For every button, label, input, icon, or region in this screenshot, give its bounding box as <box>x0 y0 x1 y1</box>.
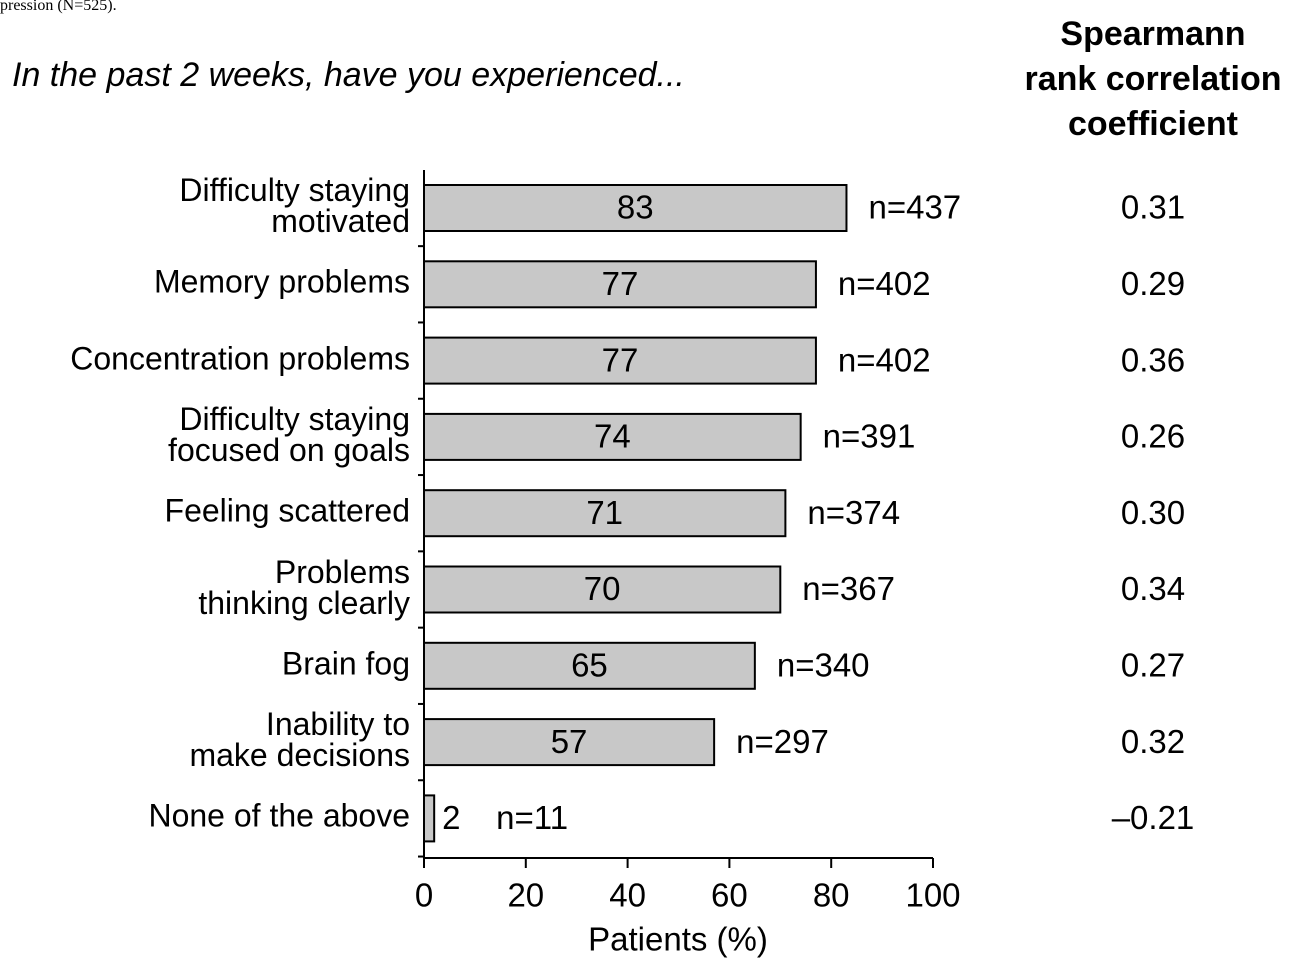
category-label: None of the above <box>148 797 410 834</box>
column-header: Spearmann rank correlation coefficient <box>1024 15 1282 143</box>
count-label: n=374 <box>807 494 900 531</box>
correlation-value: –0.21 <box>1112 799 1195 836</box>
value-label: 83 <box>617 189 654 226</box>
value-label: 74 <box>594 418 631 455</box>
correlation-value: 0.27 <box>1121 647 1185 684</box>
bar <box>423 260 817 309</box>
bar <box>423 489 787 538</box>
correlation-value: 0.29 <box>1121 265 1185 302</box>
value-label: 71 <box>586 494 623 531</box>
bar <box>423 565 782 614</box>
count-label: n=402 <box>838 341 931 378</box>
category-label: Feeling scattered <box>164 492 410 529</box>
count-label: n=402 <box>838 265 931 302</box>
x-tick-label: 20 <box>507 877 544 914</box>
correlation-value: 0.26 <box>1121 418 1185 455</box>
category-label: Problems thinking clearly <box>198 553 410 621</box>
count-label: n=340 <box>777 647 870 684</box>
bar <box>423 184 848 232</box>
x-tick-label: 100 <box>905 877 960 914</box>
value-label: 2 <box>442 799 460 836</box>
value-label: 70 <box>584 570 621 607</box>
count-label: n=297 <box>736 723 829 760</box>
category-label: Concentration problems <box>70 340 410 377</box>
count-label: n=11 <box>496 799 568 836</box>
bar <box>423 336 817 385</box>
correlation-value: 0.36 <box>1121 341 1185 378</box>
caption: pression (N=525). <box>0 0 117 14</box>
x-tick-label: 0 <box>415 877 433 914</box>
bar <box>423 641 756 690</box>
bar <box>423 794 436 843</box>
count-label: n=367 <box>802 570 895 607</box>
value-label: 57 <box>551 723 588 760</box>
correlation-value: 0.34 <box>1121 570 1185 607</box>
category-label: Difficulty staying motivated <box>179 172 410 239</box>
bar <box>423 718 716 767</box>
category-label: Brain fog <box>281 645 410 682</box>
correlation-value: 0.31 <box>1121 189 1185 226</box>
chart-title: In the past 2 weeks, have you experience… <box>12 56 685 94</box>
value-label: 77 <box>602 341 639 378</box>
count-label: n=391 <box>823 418 916 455</box>
count-label: n=437 <box>868 189 961 226</box>
correlation-value: 0.32 <box>1121 723 1185 760</box>
x-axis-title: Patients (%) <box>588 921 768 958</box>
x-tick-label: 40 <box>609 877 646 914</box>
category-label: Difficulty staying focused on goals <box>168 400 410 468</box>
category-label: Memory problems <box>153 263 410 300</box>
correlation-value: 0.30 <box>1121 494 1185 531</box>
bar <box>423 412 802 461</box>
x-tick-label: 80 <box>813 877 850 914</box>
category-label: Inability to make decisions <box>189 706 410 774</box>
value-label: 65 <box>571 647 608 684</box>
value-label: 77 <box>602 265 639 302</box>
x-tick-label: 60 <box>711 877 748 914</box>
